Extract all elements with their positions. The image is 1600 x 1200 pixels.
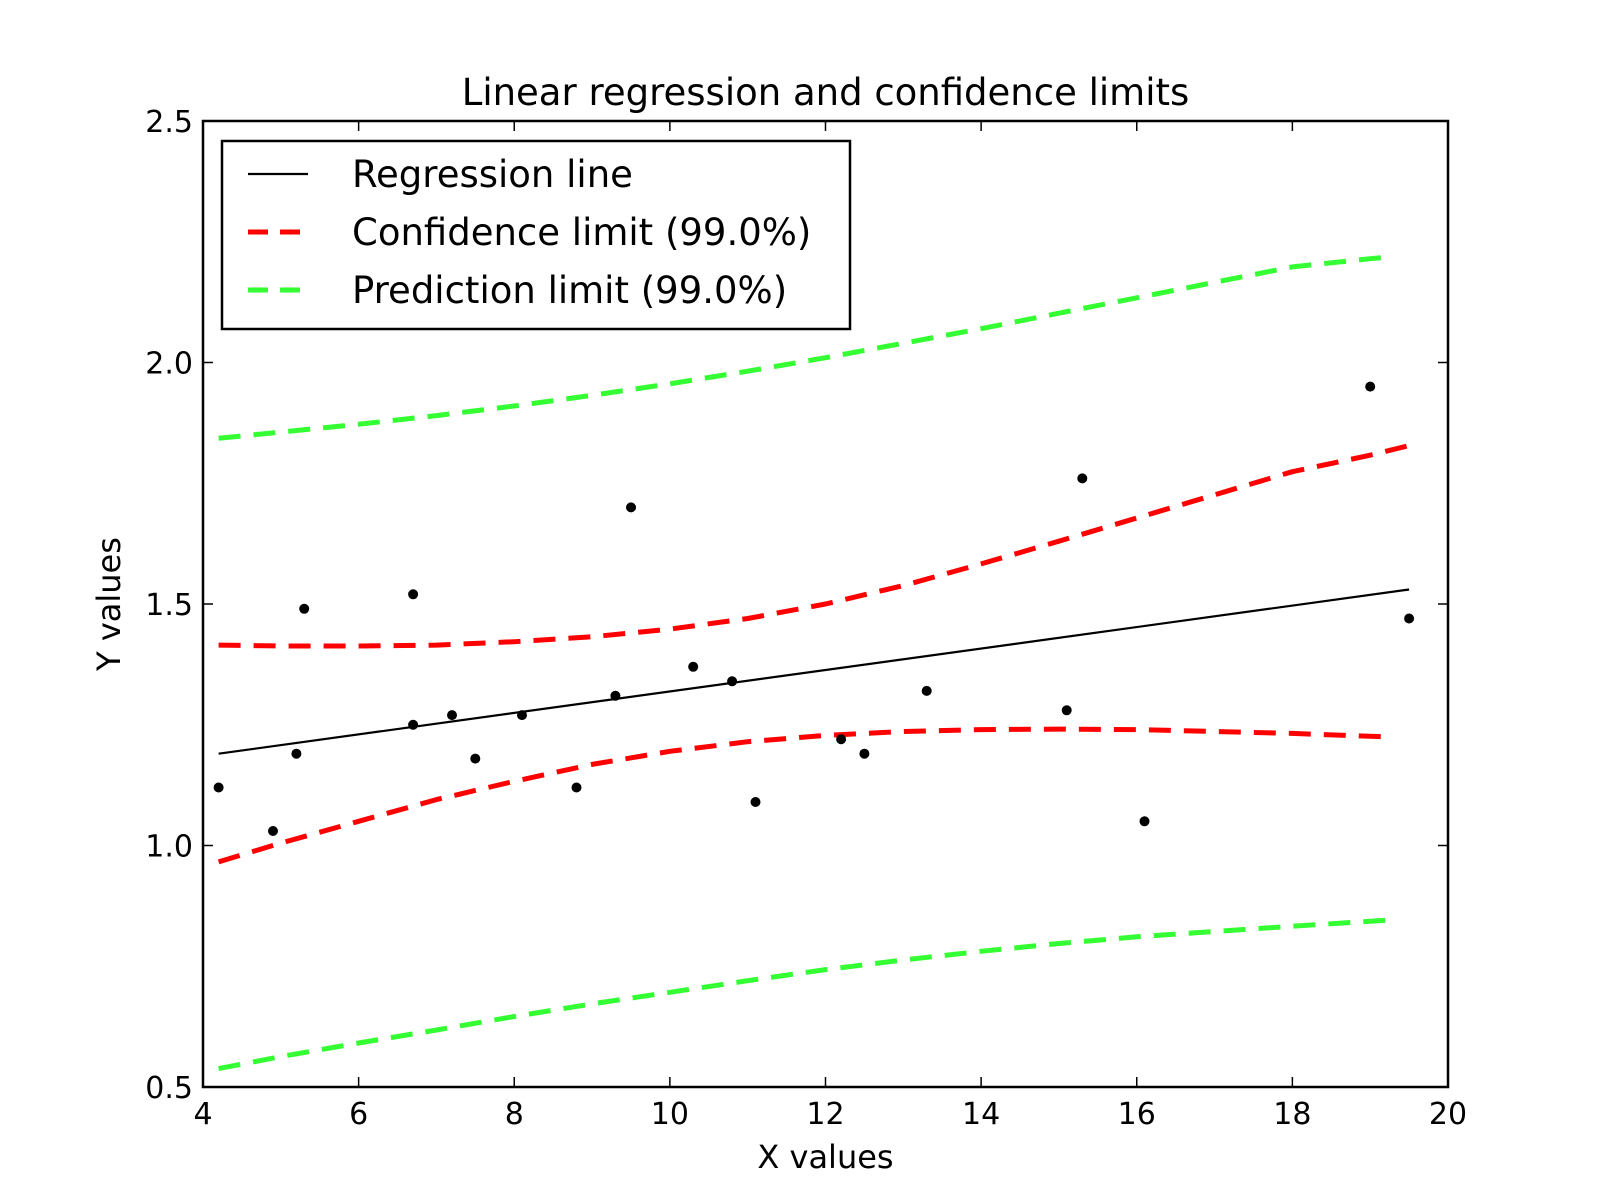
y-tick-label: 2.0 [145, 347, 193, 382]
data-point [291, 748, 302, 759]
y-tick-label: 2.5 [145, 105, 193, 140]
data-point [447, 710, 457, 721]
x-tick-label: 20 [1429, 1097, 1467, 1132]
y-tick-label: 0.5 [145, 1071, 193, 1106]
legend-label-2: Prediction limit (99.0%) [352, 269, 787, 312]
series-line-4 [218, 917, 1394, 1072]
legend-label-0: Regression line [352, 153, 633, 196]
y-tick-label: 1.0 [145, 830, 193, 865]
x-tick-label: 16 [1118, 1097, 1156, 1132]
series-line-0 [218, 588, 1410, 755]
legend-box [220, 139, 852, 331]
data-point [408, 719, 419, 730]
series-line-1 [218, 443, 1410, 649]
data-point [727, 676, 738, 687]
data-point [750, 797, 761, 807]
data-point [408, 589, 419, 600]
y-axis-title: Y values [90, 537, 128, 672]
data-point [610, 690, 621, 701]
x-tick-label: 6 [349, 1097, 368, 1132]
data-point [213, 782, 224, 793]
data-point [626, 502, 636, 513]
x-axis-title: X values [757, 1138, 893, 1176]
x-tick-label: 4 [193, 1097, 212, 1132]
series-line-3 [218, 254, 1394, 441]
data-point [1365, 381, 1376, 392]
data-point [921, 685, 932, 696]
x-tick-label: 14 [962, 1097, 1000, 1132]
data-point [517, 710, 527, 721]
series-layer [217, 254, 1410, 1072]
chart-title: Linear regression and confidence limits [462, 71, 1190, 114]
data-point [1139, 816, 1150, 827]
x-tick-label: 12 [806, 1097, 844, 1132]
data-point [299, 603, 310, 614]
data-point [571, 782, 582, 793]
data-point [688, 661, 699, 672]
data-point [859, 748, 870, 759]
data-point [1404, 613, 1415, 624]
points-layer [213, 381, 1415, 836]
data-point [268, 826, 278, 836]
ticks-layer: 4 6 8 10 12 14 16 18 20 0.5 1.0 1.5 2.0 2.5 [145, 105, 1467, 1132]
data-point [836, 734, 847, 745]
x-tick-label: 10 [651, 1097, 689, 1132]
data-point [1077, 473, 1088, 484]
x-tick-label: 8 [505, 1097, 524, 1132]
series-line-2 [217, 726, 1386, 865]
legend-label-1: Confidence limit (99.0%) [352, 211, 811, 254]
x-tick-label: 18 [1273, 1097, 1311, 1132]
data-point [1061, 705, 1072, 716]
data-point [470, 753, 481, 764]
y-tick-label: 1.5 [145, 588, 193, 623]
legend: Regression line Confidence limit (99.0%) P… [220, 139, 852, 331]
